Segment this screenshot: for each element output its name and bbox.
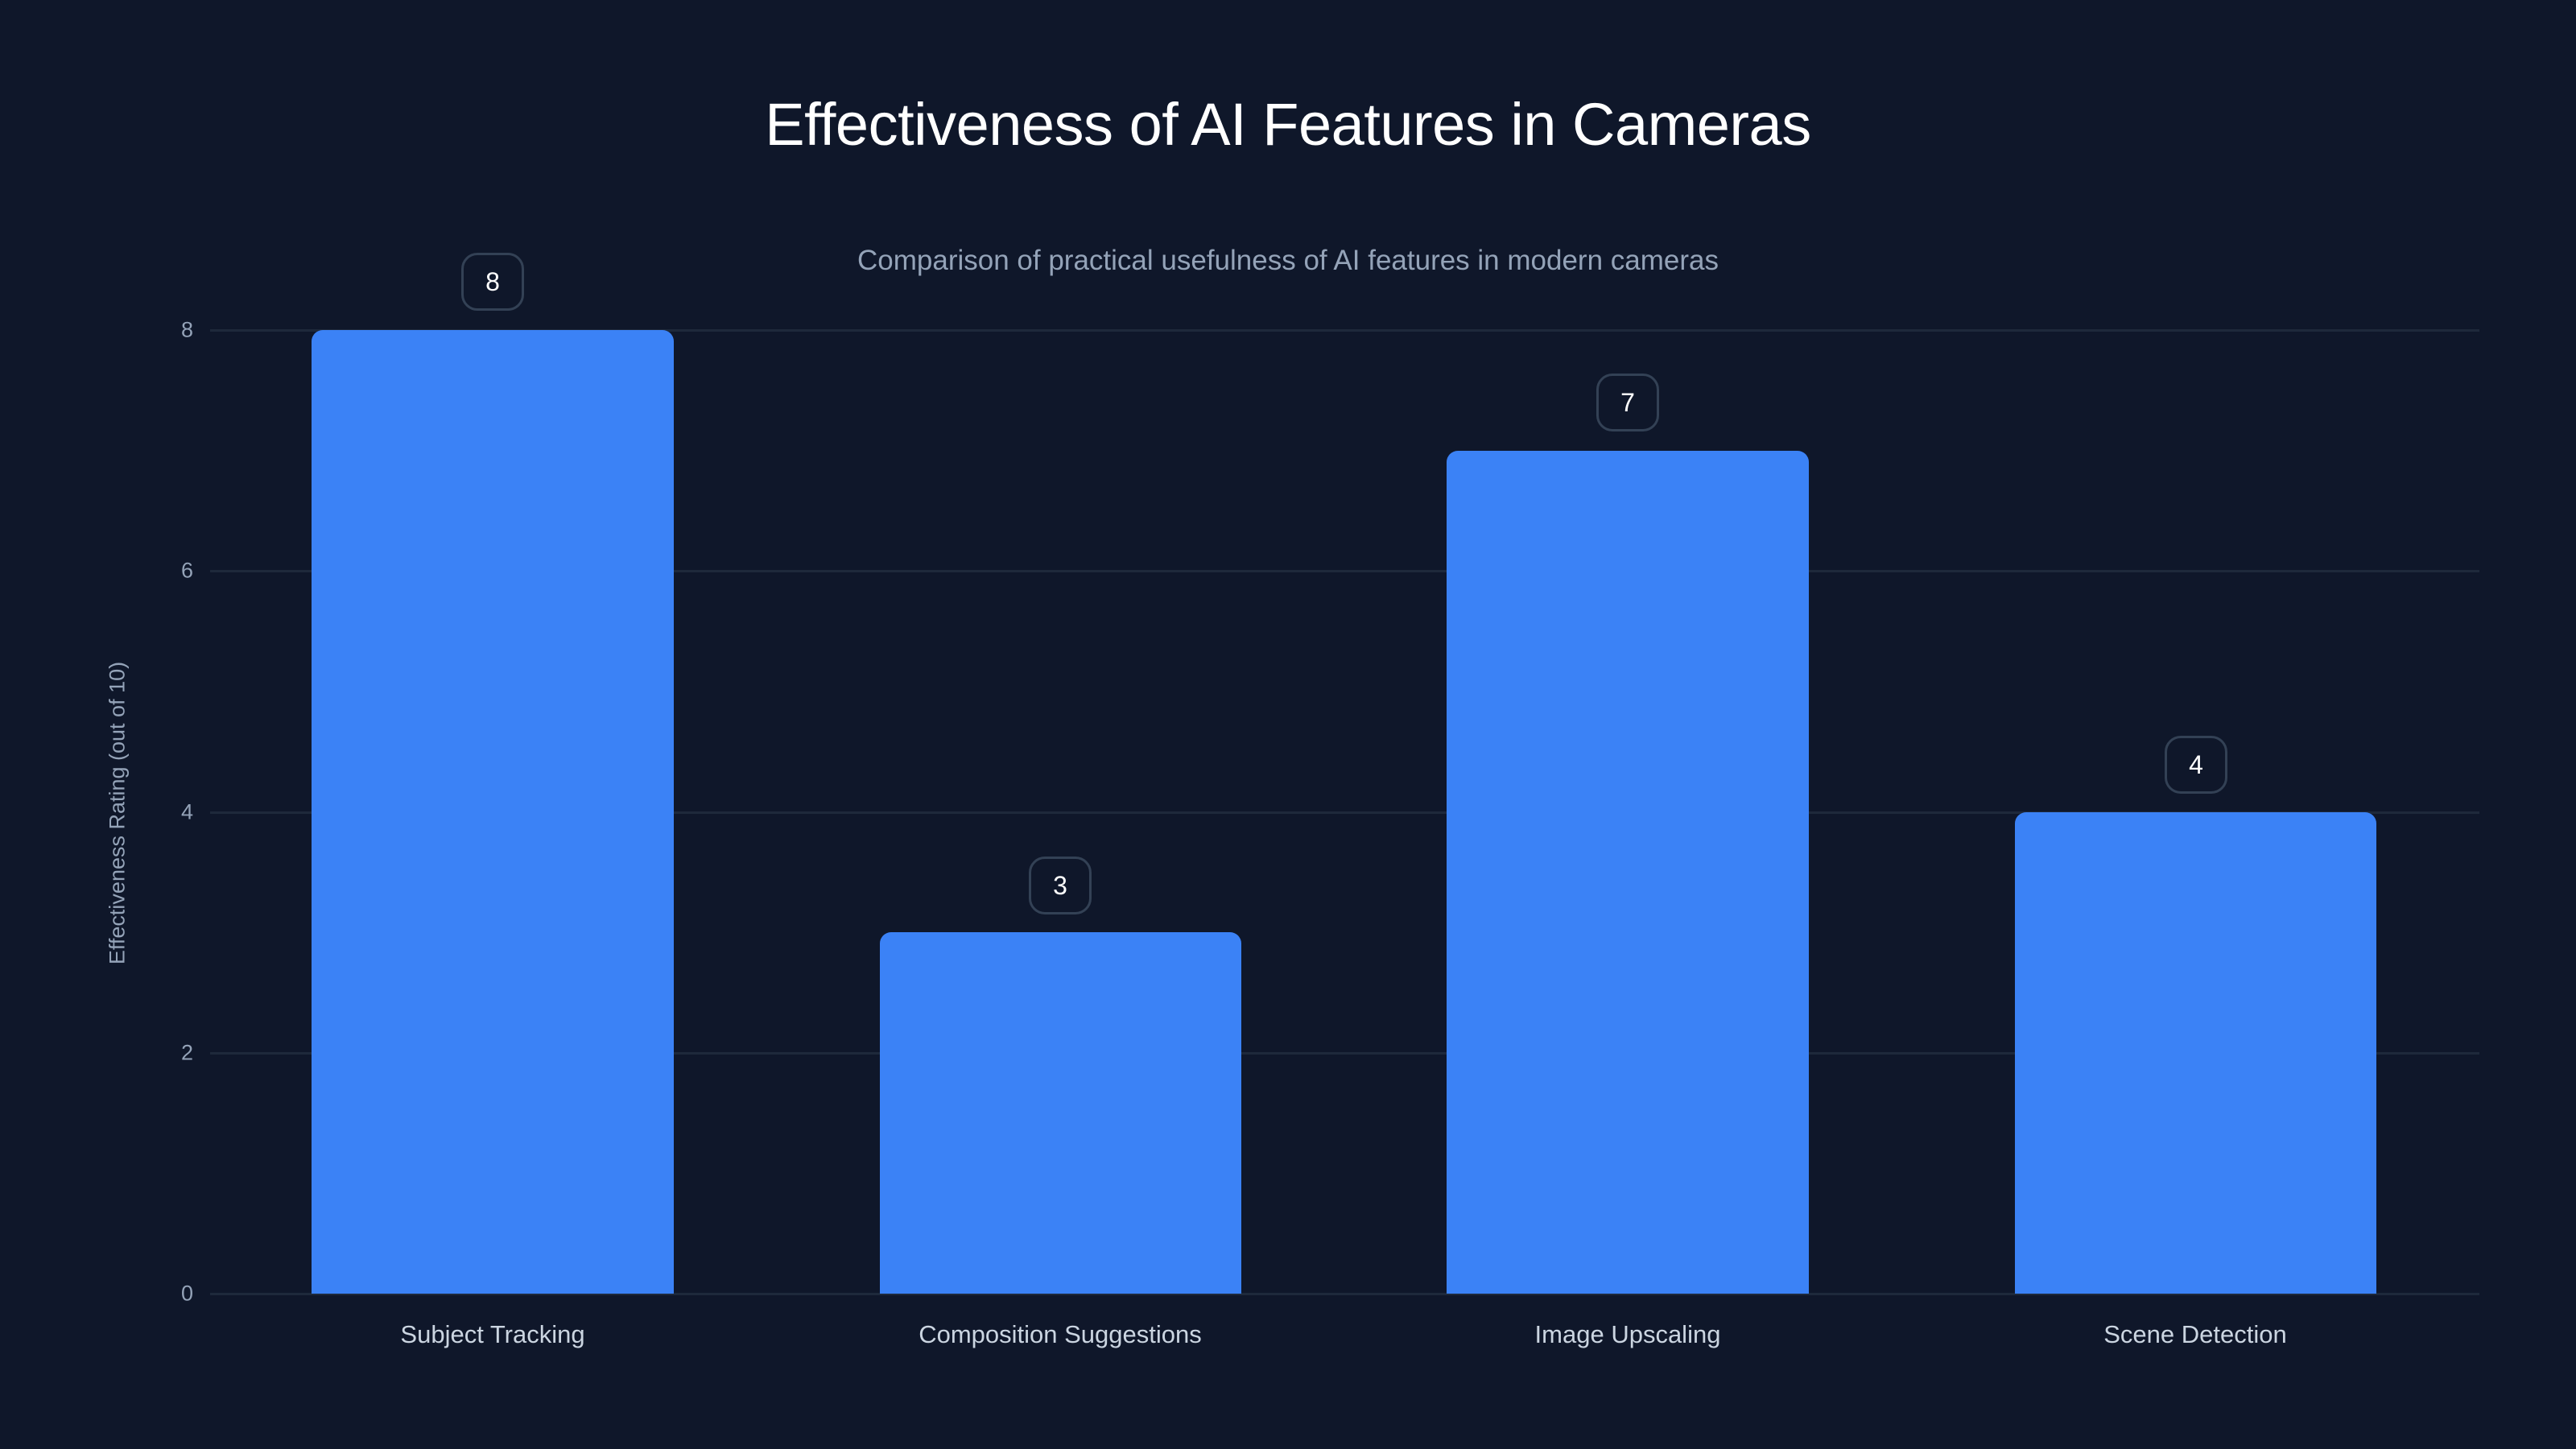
bar-composition-suggestions[interactable] — [880, 932, 1241, 1294]
gridline-4 — [210, 811, 2479, 814]
x-label-image-upscaling: Image Upscaling — [1534, 1320, 1721, 1348]
chart-subtitle: Comparison of practical usefulness of AI… — [857, 245, 1719, 276]
value-label-subject-tracking: 8 — [461, 253, 524, 311]
baseline — [210, 1293, 2479, 1295]
plot-area — [210, 329, 2479, 1295]
y-tick-4: 4 — [180, 799, 193, 824]
bar-image-upscaling[interactable] — [1447, 451, 1809, 1294]
y-axis-label: Effectiveness Rating (out of 10) — [105, 661, 130, 965]
y-tick-2: 2 — [180, 1040, 193, 1065]
bar-scene-detection[interactable] — [2015, 812, 2376, 1294]
chart-title: Effectiveness of AI Features in Cameras — [765, 91, 1811, 158]
y-tick-8: 8 — [180, 317, 193, 342]
y-tick-6: 6 — [180, 558, 193, 583]
x-label-composition-suggestions: Composition Suggestions — [919, 1320, 1202, 1348]
value-label-composition-suggestions: 3 — [1029, 857, 1092, 914]
y-tick-0: 0 — [180, 1281, 193, 1306]
value-label-scene-detection: 4 — [2165, 736, 2227, 794]
bar-subject-tracking[interactable] — [312, 330, 674, 1294]
x-label-scene-detection: Scene Detection — [2103, 1320, 2287, 1348]
gridline-8 — [210, 329, 2479, 332]
value-label-image-upscaling: 7 — [1596, 374, 1659, 431]
gridline-2 — [210, 1052, 2479, 1055]
x-label-subject-tracking: Subject Tracking — [400, 1320, 585, 1348]
gridline-6 — [210, 570, 2479, 572]
